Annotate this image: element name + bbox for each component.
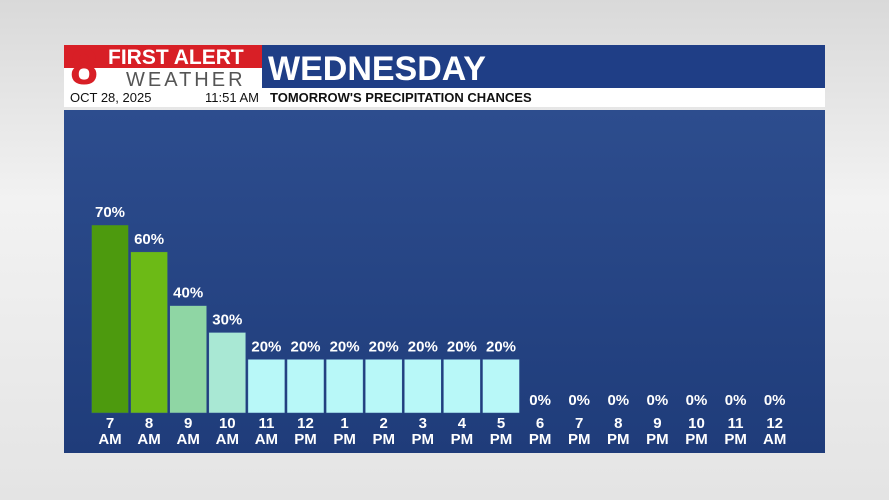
value-label: 20% [447,338,477,355]
value-label: 0% [607,392,629,409]
value-label: 70% [95,204,125,221]
x-tick-label: 7 PM [567,415,591,448]
value-label: 20% [290,338,320,355]
value-label: 0% [529,392,551,409]
title-bar [262,45,825,88]
subtitle: TOMORROW'S PRECIPITATION CHANCES [270,90,532,105]
bar [404,359,442,414]
value-label: 20% [408,338,438,355]
brand-bottom: WEATHER [126,69,246,91]
x-tick-label: 1 PM [333,415,356,448]
time: 11:51 AM [205,90,259,105]
value-label: 60% [134,231,164,248]
bar [247,359,286,414]
x-tick-label: 6 PM [528,415,552,448]
x-tick-label: 8 PM [607,415,630,448]
x-tick-label: 9 PM [646,415,669,448]
bar [130,251,168,414]
value-label: 0% [725,392,747,409]
value-label: 0% [568,392,590,409]
x-tick-label: 7 AM [98,415,122,448]
value-label: 0% [647,392,669,409]
x-tick-label: 10 PM [685,415,708,448]
x-tick-label: 9 AM [176,415,200,448]
bar [169,305,207,414]
value-label: 20% [330,338,360,355]
brand-band [64,45,262,68]
value-label: 20% [369,338,399,355]
x-tick-label: 5 PM [489,415,513,448]
day-title: WEDNESDAY [268,50,486,88]
info-bar [64,88,825,107]
bar [364,359,403,414]
x-tick-label: 11 AM [254,415,279,448]
x-tick-label: 4 PM [450,415,474,448]
bar [443,359,481,414]
x-tick-label: 11 PM [724,415,747,448]
x-tick-label: 12 AM [763,415,787,448]
brand-band-white [64,68,262,88]
brand-top: FIRST ALERT [108,46,244,69]
value-label: 0% [686,392,708,409]
date: OCT 28, 2025 [70,90,151,105]
logo-number: 8 [70,39,98,95]
value-label: 0% [764,392,786,409]
bar [208,332,247,414]
value-label: 30% [212,311,242,328]
x-tick-label: 3 PM [411,415,435,448]
x-tick-label: 2 PM [372,415,395,448]
value-label: 20% [251,338,281,355]
x-tick-label: 8 AM [137,415,161,448]
value-label: 20% [486,338,516,355]
bar [325,359,364,414]
bar [482,359,520,414]
x-tick-label: 12 PM [294,415,317,448]
x-tick-label: 10 AM [215,415,239,448]
value-label: 40% [173,285,203,302]
bar [286,359,325,414]
bar [91,224,129,414]
